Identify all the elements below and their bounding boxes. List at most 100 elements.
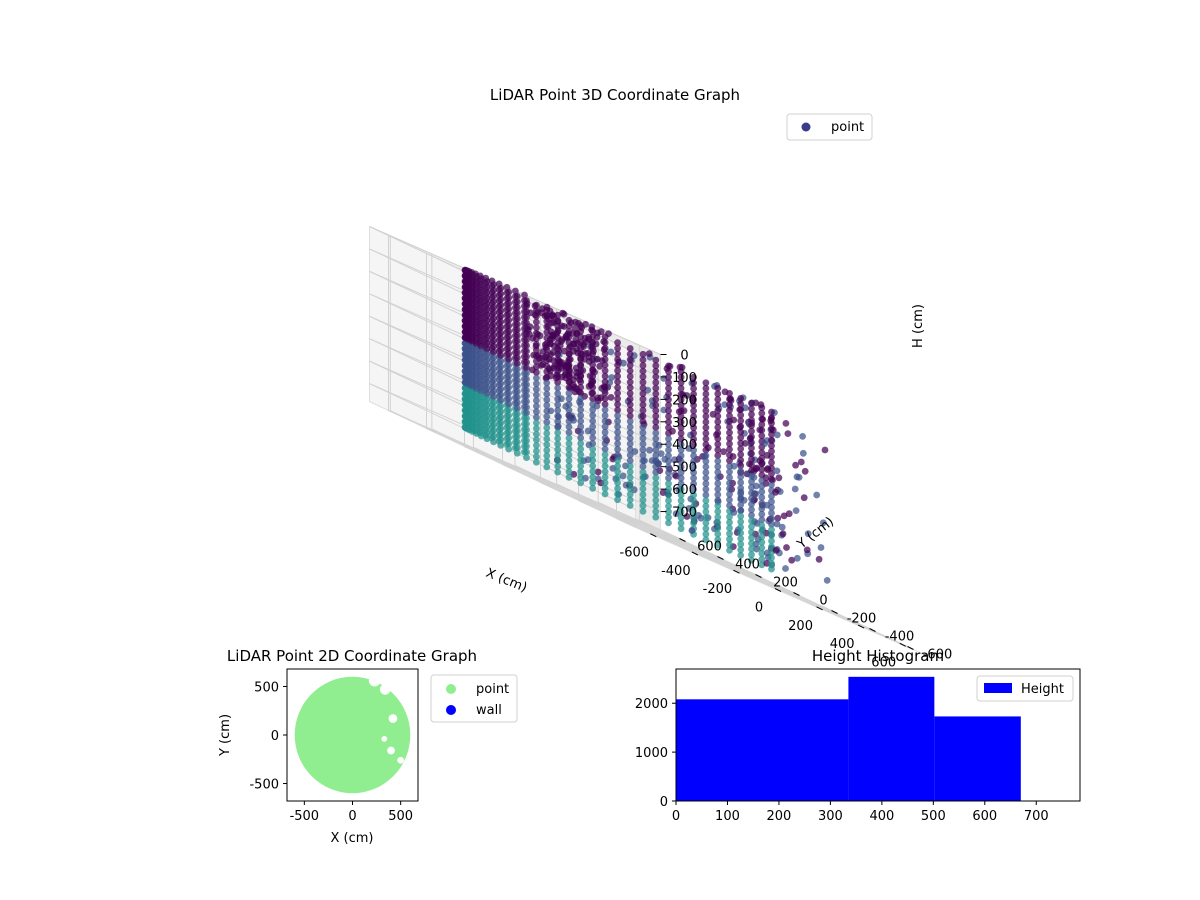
data-point bbox=[677, 519, 685, 527]
data-point bbox=[589, 400, 597, 408]
point-gap bbox=[381, 735, 388, 742]
grid-y-floor bbox=[502, 464, 794, 593]
data-point bbox=[652, 412, 660, 420]
data-point bbox=[601, 361, 609, 369]
data-point bbox=[554, 328, 562, 336]
data-point bbox=[589, 473, 597, 481]
data-point bbox=[523, 325, 530, 332]
data-point bbox=[768, 520, 775, 528]
data-point bbox=[497, 346, 505, 354]
points-2d bbox=[294, 674, 411, 794]
data-point bbox=[497, 430, 505, 438]
data-point bbox=[533, 453, 540, 460]
data-point bbox=[497, 318, 505, 326]
data-point bbox=[748, 478, 755, 486]
data-point bbox=[792, 461, 799, 469]
data-point bbox=[726, 440, 733, 448]
data-point bbox=[748, 534, 755, 542]
data-point bbox=[477, 354, 485, 361]
data-point bbox=[726, 395, 733, 403]
data-point bbox=[523, 308, 530, 316]
data-point bbox=[768, 481, 775, 489]
data-point bbox=[748, 472, 755, 480]
data-point bbox=[677, 525, 685, 533]
data-point bbox=[626, 361, 634, 369]
data-point bbox=[665, 424, 672, 431]
data-point bbox=[513, 444, 521, 451]
data-point bbox=[577, 350, 585, 358]
data-point bbox=[601, 417, 609, 425]
data-point bbox=[639, 384, 647, 392]
data-point bbox=[748, 444, 755, 452]
data-point bbox=[714, 541, 722, 549]
data-point bbox=[543, 424, 551, 432]
data-point bbox=[577, 428, 585, 436]
chart-2d-ylabel: Y (cm) bbox=[218, 714, 233, 757]
data-point bbox=[775, 474, 783, 482]
data-point bbox=[594, 468, 602, 476]
data-point bbox=[533, 397, 540, 404]
data-point bbox=[554, 356, 562, 364]
data-point bbox=[726, 474, 733, 481]
data-point bbox=[614, 473, 621, 481]
data-point bbox=[677, 373, 685, 381]
data-point bbox=[497, 397, 505, 404]
data-point bbox=[483, 429, 491, 437]
chart-2d-axes: -500 0 500 -500 0 500 bbox=[249, 668, 419, 824]
data-point bbox=[768, 442, 775, 450]
data-point bbox=[639, 446, 647, 454]
data-point bbox=[533, 357, 540, 365]
data-point bbox=[702, 497, 710, 504]
data-point bbox=[639, 390, 647, 397]
data-point bbox=[702, 446, 710, 454]
data-point bbox=[626, 496, 634, 504]
data-point bbox=[690, 486, 697, 493]
data-point bbox=[714, 525, 722, 532]
data-point bbox=[677, 424, 685, 432]
y-tick-mark bbox=[869, 628, 876, 632]
data-point bbox=[505, 339, 513, 346]
data-point bbox=[626, 345, 634, 352]
data-point bbox=[626, 356, 634, 364]
data-point bbox=[677, 429, 685, 437]
data-point bbox=[490, 354, 497, 362]
data-point bbox=[483, 384, 491, 392]
y-tick-mark bbox=[717, 556, 724, 560]
data-point bbox=[748, 467, 755, 474]
data-point bbox=[614, 462, 621, 470]
data-point bbox=[565, 384, 573, 391]
data-point bbox=[646, 446, 653, 454]
data-point bbox=[577, 479, 585, 487]
data-point bbox=[523, 403, 530, 411]
data-point bbox=[533, 341, 540, 348]
data-point bbox=[726, 446, 733, 453]
data-point bbox=[533, 458, 540, 466]
data-point bbox=[490, 438, 497, 446]
data-point bbox=[702, 519, 710, 527]
x-tick-mark bbox=[691, 551, 699, 556]
data-point bbox=[726, 547, 733, 554]
data-point bbox=[737, 445, 745, 453]
data-point bbox=[589, 417, 597, 425]
data-point bbox=[665, 379, 672, 387]
z-tick-label: 300 bbox=[672, 416, 697, 431]
data-point bbox=[748, 495, 755, 502]
data-point bbox=[768, 498, 775, 506]
data-point bbox=[768, 447, 775, 455]
data-point bbox=[596, 362, 604, 370]
data-point bbox=[505, 361, 513, 369]
data-point bbox=[626, 373, 634, 380]
data-point bbox=[483, 334, 491, 342]
data-point bbox=[483, 356, 491, 364]
data-point bbox=[589, 333, 597, 341]
data-point bbox=[690, 413, 697, 420]
data-point bbox=[758, 454, 766, 462]
data-point bbox=[497, 391, 505, 399]
data-point bbox=[626, 378, 634, 386]
data-point bbox=[768, 414, 775, 421]
data-point bbox=[690, 429, 697, 437]
data-point bbox=[817, 544, 825, 551]
data-point bbox=[793, 554, 801, 562]
data-point bbox=[652, 407, 660, 414]
